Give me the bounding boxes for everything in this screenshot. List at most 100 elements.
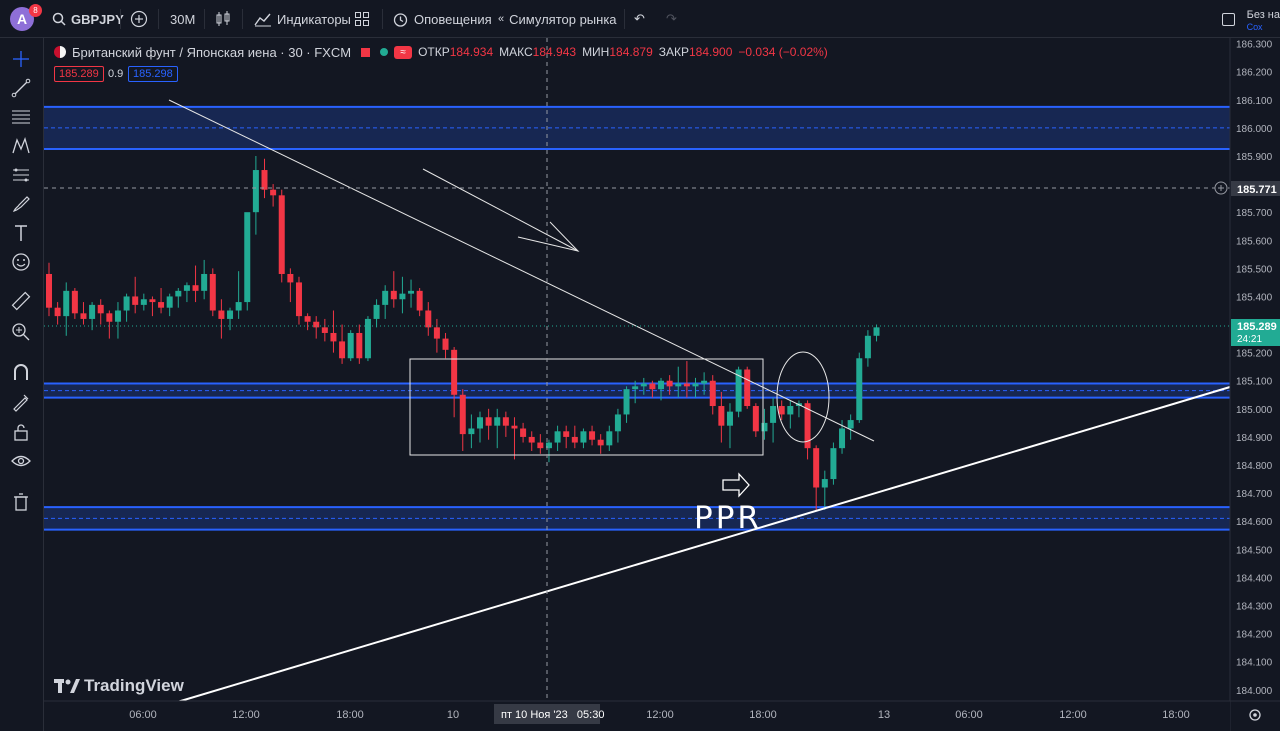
zoom-tool[interactable] <box>8 319 34 345</box>
candles-layer <box>46 155 880 510</box>
crosshair-time-label: пт 10 Ноя '23 05:30 <box>501 709 604 721</box>
price-tick-label: 184.000 <box>1236 686 1273 697</box>
price-tick-label: 184.700 <box>1236 489 1273 500</box>
candle-body <box>114 310 121 322</box>
change-value: −0.034 (−0.02%) <box>738 45 828 59</box>
candle-body <box>649 383 656 390</box>
settings-gear-center <box>1253 713 1257 717</box>
redo-icon: ↷ <box>666 11 677 26</box>
indicators-button[interactable]: Индикаторы <box>254 8 351 30</box>
legend-title[interactable]: Британский фунт / Японская иена · 30 · F… <box>72 44 352 60</box>
price-axis[interactable] <box>1230 38 1280 701</box>
time-ticks: 06:00 12:00 18:00 10 12:00 18:00 13 06:00 12:00 1… <box>129 709 1190 721</box>
remove-drawings-tool[interactable] <box>8 489 34 515</box>
candle-body <box>399 293 406 300</box>
templates-button[interactable] <box>354 8 370 30</box>
candle-body <box>632 386 639 390</box>
ppr-annotation: PPR <box>694 500 762 536</box>
chart-legend: Британский фунт / Японская иена · 30 · F… <box>54 44 828 60</box>
candle-body <box>606 431 613 446</box>
zoom-in-icon <box>12 323 30 341</box>
candle-body <box>468 428 475 435</box>
trend-line-descending[interactable] <box>168 99 875 442</box>
candle-body <box>701 380 708 384</box>
candle-body <box>778 406 785 415</box>
settings-gear-icon[interactable] <box>1249 709 1261 721</box>
ellipse-drawing[interactable] <box>776 351 830 443</box>
text-tool[interactable] <box>8 220 34 246</box>
layout-name[interactable]: Без на Сох <box>1246 9 1280 33</box>
candle-body <box>830 448 837 480</box>
candle-body <box>658 380 665 390</box>
candle-body <box>847 420 854 429</box>
wave-icon: ≈ <box>394 45 413 59</box>
time-tick-label: 13 <box>878 709 890 721</box>
lock-tool[interactable] <box>8 419 34 445</box>
low-value: 184.879 <box>609 45 653 59</box>
magnet-tool[interactable] <box>8 360 34 386</box>
interval-label: 30M <box>170 11 196 27</box>
pencil-ruler-icon <box>13 394 29 412</box>
candle-body <box>770 406 777 423</box>
visibility-tool[interactable] <box>8 448 34 474</box>
price-tick-label: 185.000 <box>1236 405 1273 416</box>
fib-tool[interactable] <box>8 104 34 130</box>
range-rectangle[interactable] <box>409 358 764 456</box>
sell-button[interactable]: 185.289 <box>54 66 104 82</box>
alerts-button[interactable]: Оповещения <box>392 8 492 30</box>
candle-body <box>54 307 61 317</box>
magnet-icon <box>14 364 28 380</box>
redo-button[interactable]: ↷ <box>666 8 677 30</box>
alerts-label: Оповещения <box>414 11 492 27</box>
replay-button[interactable]: « Симулятор рынка <box>498 8 617 30</box>
time-axis[interactable] <box>44 701 1230 731</box>
prediction-tool[interactable] <box>8 162 34 188</box>
candle-body <box>451 349 458 395</box>
candle-body <box>804 403 811 449</box>
chart-type-button[interactable] <box>214 8 232 30</box>
flag-icon[interactable] <box>361 47 371 57</box>
arrow-drawing[interactable] <box>422 168 579 252</box>
price-chart[interactable]: PPR 186.300 186.200 186.100 186.000 185.900 1… <box>44 38 1280 731</box>
symbol-search-button[interactable]: GBPJPY <box>52 8 124 30</box>
high-value: 184.943 <box>532 45 577 59</box>
undo-button[interactable]: ↶ <box>634 8 645 30</box>
drawing-mode-tool[interactable] <box>8 389 34 415</box>
candle-body <box>502 417 509 426</box>
candle-body <box>140 299 147 305</box>
candle-body <box>89 304 96 319</box>
emoji-tool[interactable] <box>8 249 34 275</box>
pattern-tool[interactable] <box>8 133 34 159</box>
candle-body <box>287 273 294 283</box>
ruler-tool[interactable] <box>8 288 34 314</box>
crosshair-price-label: 185.771 <box>1237 184 1277 196</box>
candle-body <box>477 417 483 429</box>
tradingview-logo[interactable]: TradingView <box>54 676 184 696</box>
fib-lines-icon <box>12 110 30 124</box>
candle-body <box>520 428 527 437</box>
layout-button[interactable] <box>1222 8 1235 30</box>
open-value: 184.934 <box>449 45 494 59</box>
compare-button[interactable] <box>130 8 148 30</box>
buy-button[interactable]: 185.298 <box>128 66 178 82</box>
candle-body <box>580 431 587 443</box>
trend-line-tool[interactable] <box>8 75 34 101</box>
undo-icon: ↶ <box>634 11 645 26</box>
smiley-icon <box>12 253 30 271</box>
trend-line-ascending[interactable] <box>173 386 1231 704</box>
lock-icon <box>14 424 28 441</box>
price-tick-label: 185.900 <box>1236 152 1273 163</box>
brush-tool[interactable] <box>8 191 34 217</box>
layout-name-label: Без на <box>1246 9 1280 21</box>
grid-icon <box>355 12 369 26</box>
zones-layer <box>44 105 1230 531</box>
divider <box>120 9 121 29</box>
interval-button[interactable]: 30M <box>170 8 195 30</box>
high-label: МАКС <box>499 45 533 59</box>
crosshair-tool[interactable] <box>8 46 34 72</box>
price-tick-label: 184.200 <box>1236 630 1273 641</box>
symbol-label: GBPJPY <box>71 11 124 27</box>
chart-pane[interactable]: PPR 186.300 186.200 186.100 186.000 185.900 1… <box>44 38 1280 731</box>
candle-body <box>227 310 234 319</box>
price-tick-label: 185.100 <box>1236 377 1273 388</box>
